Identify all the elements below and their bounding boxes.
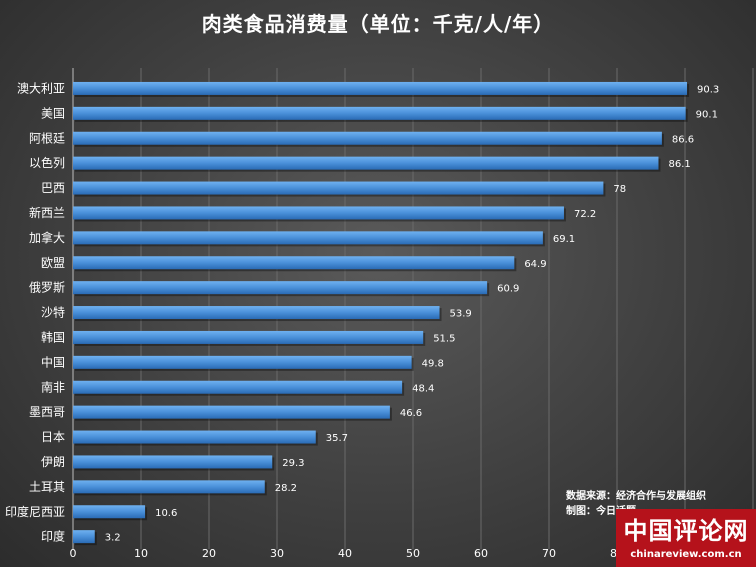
bar (73, 231, 543, 245)
value-label: 78 (613, 184, 626, 195)
category-label: 印度 (41, 529, 65, 544)
category-label: 南非 (41, 379, 65, 394)
bar (73, 106, 686, 120)
bar (73, 355, 412, 369)
bar (73, 181, 604, 195)
value-label: 60.9 (497, 284, 519, 295)
value-label: 86.6 (672, 134, 694, 145)
x-tick-label: 60 (474, 547, 488, 560)
category-label: 俄罗斯 (29, 281, 65, 295)
value-label: 72.2 (574, 209, 596, 220)
value-label: 49.8 (422, 358, 444, 369)
value-label: 90.1 (696, 109, 718, 120)
category-label: 巴西 (41, 181, 65, 195)
bar (73, 505, 146, 519)
category-label: 美国 (41, 106, 65, 120)
category-label: 阿根廷 (29, 131, 65, 145)
category-label: 韩国 (41, 329, 65, 344)
category-label: 以色列 (29, 156, 65, 170)
value-label: 28.2 (275, 483, 297, 494)
watermark-logo: 中国评论网 chinareview.com.cn (616, 509, 756, 567)
category-label: 日本 (41, 430, 65, 444)
value-label: 48.4 (412, 383, 434, 394)
category-label: 沙特 (41, 305, 65, 320)
category-label: 新西兰 (29, 205, 65, 220)
bar (73, 206, 564, 220)
category-label: 伊朗 (41, 455, 65, 469)
bar (73, 330, 424, 344)
category-label: 中国 (41, 354, 65, 369)
x-tick-label: 40 (338, 547, 352, 560)
watermark-name: 中国评论网 (623, 517, 749, 545)
data-source-note: 数据来源：经济合作与发展组织 制图：今日话题 (566, 489, 706, 519)
x-tick-label: 20 (202, 547, 216, 560)
chart-title: 肉类食品消费量（单位：千克/人/年） (201, 12, 555, 36)
value-label: 10.6 (155, 508, 177, 519)
x-tick-label: 0 (70, 547, 77, 560)
bar (73, 156, 659, 170)
value-label: 69.1 (553, 234, 575, 245)
bar (73, 380, 403, 394)
category-label: 欧盟 (41, 256, 65, 270)
category-label: 澳大利亚 (17, 81, 65, 95)
value-label: 46.6 (400, 408, 422, 419)
source-line: 数据来源：经济合作与发展组织 (566, 491, 706, 502)
value-label: 51.5 (433, 333, 455, 344)
value-label: 64.9 (524, 259, 546, 270)
bar (73, 81, 688, 95)
bar (73, 281, 488, 295)
bar (73, 405, 390, 419)
bar (73, 530, 95, 544)
x-tick-label: 50 (406, 547, 420, 560)
author-line: 制图：今日话题 (566, 506, 636, 517)
bar (73, 256, 515, 270)
bar (73, 455, 273, 469)
category-label: 印度尼西亚 (5, 504, 65, 519)
bar (73, 430, 316, 444)
x-tick-label: 10 (134, 547, 148, 560)
category-label: 墨西哥 (29, 405, 65, 419)
value-label: 29.3 (282, 458, 304, 469)
bar (73, 480, 265, 494)
x-tick-label: 30 (270, 547, 284, 560)
watermark-url: chinareview.com.cn (630, 549, 742, 560)
category-label: 加拿大 (29, 230, 65, 245)
value-label: 3.2 (105, 533, 121, 544)
value-label: 53.9 (450, 309, 472, 320)
bar (73, 306, 440, 320)
x-tick-label: 70 (542, 547, 556, 560)
category-label: 土耳其 (29, 480, 65, 494)
bar (73, 131, 662, 145)
value-label: 86.1 (668, 159, 690, 170)
value-label: 90.3 (697, 84, 719, 95)
value-label: 35.7 (326, 433, 348, 444)
